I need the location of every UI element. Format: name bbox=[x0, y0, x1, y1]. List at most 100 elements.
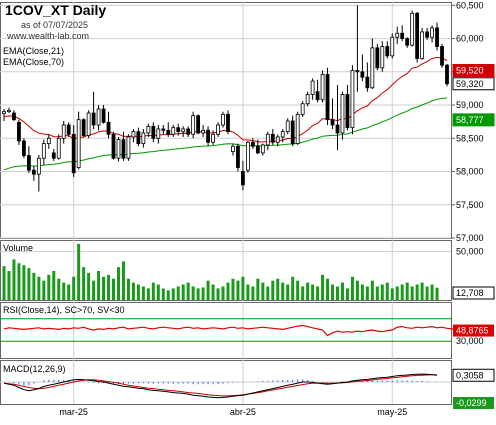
candle-body bbox=[166, 129, 171, 135]
volume-bar bbox=[161, 288, 165, 300]
candle-body bbox=[56, 137, 61, 159]
candle-body bbox=[136, 131, 141, 145]
candle-body bbox=[231, 145, 235, 152]
volume-bar bbox=[2, 266, 6, 300]
macd-line bbox=[3, 373, 438, 399]
x-tick-label: may-25 bbox=[377, 407, 407, 417]
volume-bar bbox=[12, 259, 16, 300]
candle-body bbox=[260, 144, 265, 154]
candle-body bbox=[76, 119, 81, 168]
volume-bar bbox=[121, 261, 125, 300]
chart-title: 1COV_XT Daily bbox=[5, 2, 107, 18]
volume-bar bbox=[126, 278, 130, 300]
volume-bar bbox=[27, 268, 31, 300]
volume-bar bbox=[385, 282, 389, 300]
candle-body bbox=[315, 91, 320, 101]
x-tick-label: abr-25 bbox=[230, 407, 256, 417]
candle-body bbox=[370, 47, 375, 89]
volume-bar bbox=[186, 282, 190, 300]
candle-body bbox=[330, 119, 335, 126]
volume-bar bbox=[156, 284, 160, 300]
volume-bar bbox=[176, 286, 180, 300]
volume-bar bbox=[251, 286, 255, 300]
candle-body bbox=[211, 133, 215, 143]
price-last-box bbox=[452, 77, 495, 91]
price-tick-label: 59,000 bbox=[456, 100, 484, 110]
candle-body bbox=[270, 133, 275, 143]
volume-bar bbox=[340, 282, 344, 300]
price-tick-label: 58,500 bbox=[456, 133, 484, 143]
source-url[interactable]: www.wealth-lab.com bbox=[7, 31, 90, 41]
volume-bar bbox=[345, 288, 349, 300]
volume-bar bbox=[405, 282, 409, 300]
volume-label: Volume bbox=[3, 243, 34, 253]
price-last-label: 59,520 bbox=[456, 65, 484, 75]
rsi-line bbox=[3, 324, 463, 337]
price-tick-label: 60,500 bbox=[456, 0, 484, 10]
candle-body bbox=[435, 27, 439, 47]
candle-body bbox=[350, 70, 355, 129]
volume-bar bbox=[231, 278, 235, 300]
candle-body bbox=[345, 94, 350, 129]
candle-body bbox=[320, 74, 325, 101]
candle-body bbox=[305, 94, 310, 105]
candle-body bbox=[440, 46, 444, 66]
volume-bar bbox=[355, 280, 359, 300]
panel-frame-vol bbox=[0, 240, 452, 301]
volume-bar bbox=[400, 284, 404, 300]
candle-body bbox=[395, 32, 400, 38]
volume-bar bbox=[241, 276, 245, 300]
candle-body bbox=[66, 124, 71, 135]
candle-body bbox=[156, 128, 161, 139]
volume-bar bbox=[246, 284, 250, 300]
candle-body bbox=[181, 128, 186, 133]
volume-bar bbox=[395, 286, 399, 300]
volume-bar bbox=[375, 286, 379, 300]
volume-bar bbox=[316, 286, 320, 300]
volume-bar bbox=[32, 272, 36, 300]
candle-body bbox=[325, 74, 330, 121]
candle-body bbox=[141, 132, 146, 144]
candle-body bbox=[425, 31, 429, 38]
candle-body bbox=[415, 12, 420, 59]
macd-last-label: 0,3058 bbox=[456, 370, 484, 380]
rsi-tick-label: 30,000 bbox=[456, 336, 484, 346]
volume-bar bbox=[360, 284, 364, 300]
volume-bar bbox=[146, 288, 150, 300]
volume-bar bbox=[77, 243, 81, 300]
volume-bar bbox=[301, 286, 305, 300]
candle-body bbox=[121, 139, 126, 159]
volume-bar bbox=[141, 286, 145, 300]
candle-body bbox=[96, 108, 101, 126]
candle-body bbox=[131, 131, 136, 138]
candle-body bbox=[280, 131, 285, 138]
volume-bar bbox=[102, 276, 106, 300]
candle-body bbox=[241, 171, 245, 186]
candle-body bbox=[7, 109, 11, 113]
volume-bar bbox=[420, 282, 424, 300]
candle-body bbox=[116, 139, 121, 159]
panel-frame-rsi bbox=[0, 302, 452, 359]
candle-body bbox=[191, 115, 196, 135]
volume-bar bbox=[331, 284, 335, 300]
volume-bar bbox=[226, 282, 230, 300]
candle-body bbox=[86, 112, 91, 137]
candle-body bbox=[101, 108, 106, 123]
volume-bar bbox=[112, 278, 116, 300]
macd-last-box bbox=[452, 368, 495, 382]
price-tick-label: 57,000 bbox=[456, 233, 484, 243]
ema21-label: EMA(Close,21) bbox=[3, 46, 65, 56]
volume-bar bbox=[266, 286, 270, 300]
candle-body bbox=[375, 47, 380, 69]
price-tick-label: 58,000 bbox=[456, 167, 484, 177]
volume-bar bbox=[221, 286, 225, 300]
rsi-last-box bbox=[453, 324, 494, 337]
macd-signal-line bbox=[3, 374, 437, 397]
rsi-last-label: 48,8765 bbox=[456, 326, 489, 336]
candle-body bbox=[2, 111, 6, 115]
volume-bar bbox=[370, 280, 374, 300]
volume-bar bbox=[107, 274, 111, 300]
candle-body bbox=[12, 112, 16, 121]
volume-bar bbox=[196, 288, 200, 300]
candle-body bbox=[216, 124, 220, 135]
